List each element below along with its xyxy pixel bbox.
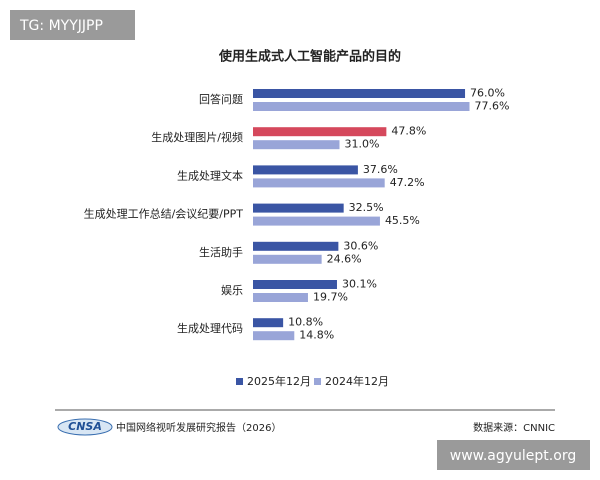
value-label: 31.0%: [344, 138, 379, 151]
bar: [253, 216, 380, 226]
report-name: 中国网络视听发展研究报告（2026）: [116, 421, 281, 434]
bar: [253, 89, 466, 98]
category-label: 回答问题: [199, 92, 243, 106]
watermark: TG: MYYJJPP: [19, 18, 103, 34]
value-label: 76.0%: [470, 87, 505, 100]
value-label: 45.5%: [385, 214, 420, 227]
value-label: 19.7%: [313, 291, 348, 304]
bar: [253, 140, 340, 150]
category-label: 生活助手: [199, 245, 243, 259]
watermark-box: [10, 10, 135, 40]
bar: [253, 331, 295, 341]
value-label: 47.8%: [391, 125, 426, 138]
value-label: 14.8%: [299, 329, 334, 342]
bar: [253, 318, 284, 328]
legend-label: 2025年12月: [247, 374, 311, 388]
value-label: 24.6%: [327, 252, 362, 265]
bar: [253, 178, 385, 188]
logo: CNSA: [68, 420, 102, 433]
bar: [253, 254, 322, 264]
bar: [253, 102, 470, 111]
category-label: 生成处理工作总结/会议纪要/PPT: [84, 207, 244, 221]
category-label: 生成处理文本: [177, 168, 243, 182]
category-label: 生成处理代码: [177, 321, 243, 335]
source: 数据来源：CNNIC: [473, 421, 555, 434]
logo-shape: [57, 418, 113, 436]
bar: [253, 203, 344, 213]
bar: [253, 241, 339, 251]
category-label: 生成处理图片/视频: [151, 130, 243, 144]
bar: [253, 280, 337, 289]
bar: [253, 127, 387, 137]
legend-swatch: [236, 378, 243, 385]
value-label: 10.8%: [288, 316, 323, 329]
legend-label: 2024年12月: [325, 374, 389, 388]
watermark: www.agyulept.org: [450, 448, 576, 464]
legend-swatch: [314, 378, 321, 385]
value-label: 30.6%: [343, 239, 378, 252]
value-label: 47.2%: [390, 176, 425, 189]
value-label: 32.5%: [349, 201, 384, 214]
value-label: 37.6%: [363, 163, 398, 176]
category-label: 娱乐: [221, 283, 243, 297]
bar: [253, 293, 308, 302]
watermark-box: [437, 440, 590, 470]
value-label: 77.6%: [475, 100, 510, 113]
chart-title: 使用生成式人工智能产品的目的: [218, 49, 401, 65]
bar: [253, 165, 358, 175]
value-label: 30.1%: [342, 278, 377, 291]
